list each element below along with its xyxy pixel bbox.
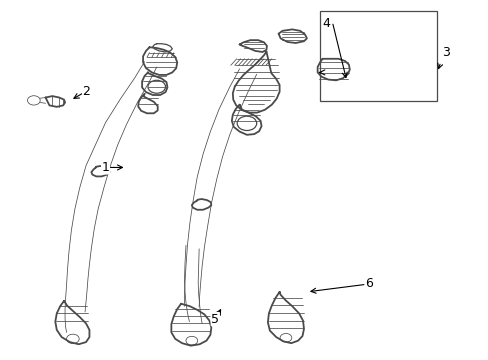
Text: 5: 5: [211, 312, 219, 326]
Text: 2: 2: [82, 85, 90, 98]
Text: 4: 4: [322, 17, 330, 30]
Text: 1: 1: [102, 161, 109, 174]
Text: 6: 6: [364, 278, 372, 291]
Bar: [320, 12, 436, 101]
Text: 3: 3: [441, 46, 449, 59]
